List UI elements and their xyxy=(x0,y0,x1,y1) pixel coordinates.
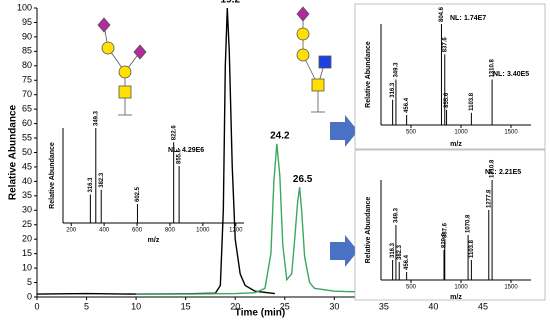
y-tick-label: 65 xyxy=(22,104,32,114)
x-axis-label: m/z xyxy=(450,141,462,148)
y-tick-label: 45 xyxy=(22,161,32,171)
nl-value: 3.40E5 xyxy=(507,71,529,78)
x-tick-label: 5 xyxy=(84,301,89,311)
y-tick-label: 55 xyxy=(22,132,32,142)
trace xyxy=(136,143,484,295)
y-tick-label: 5 xyxy=(27,277,32,287)
x-tick-label: 500 xyxy=(406,130,417,136)
peak-label: 456.4 xyxy=(404,254,410,270)
x-tick-label: 1000 xyxy=(196,228,210,234)
y-tick-label: 25 xyxy=(22,219,32,229)
x-axis-label: Time (min) xyxy=(235,308,285,319)
peak-label: 316.3 xyxy=(88,177,94,193)
peak-label: 1310.8 xyxy=(490,59,496,78)
x-axis-label: m/z xyxy=(450,294,462,301)
y-tick-label: 70 xyxy=(22,89,32,99)
y-tick-label: 0 xyxy=(27,291,32,301)
y-tick-label: 100 xyxy=(17,2,32,12)
y-tick-label: 10 xyxy=(22,262,32,272)
x-tick-label: 1500 xyxy=(504,130,518,136)
glycan-left xyxy=(97,17,147,116)
x-tick-label: 45 xyxy=(478,301,488,311)
y-tick-label: 20 xyxy=(22,234,32,244)
x-tick-label: 400 xyxy=(99,228,110,234)
peak-label: 1310.8 xyxy=(490,159,496,178)
nl-label: NL: xyxy=(485,169,497,176)
chart: 200 400 600 800 1000 1200 Relative Abundance m/… xyxy=(49,110,244,244)
x-tick-label: 40 xyxy=(428,301,438,311)
peak-label: 804.6 xyxy=(439,6,445,22)
peak-label: 24.2 xyxy=(270,130,290,141)
y-tick-label: 85 xyxy=(22,46,32,56)
peak-label: 19.2 xyxy=(221,0,241,6)
x-tick-label: 200 xyxy=(66,228,77,234)
peak-label: 837.6 xyxy=(442,37,448,53)
y-axis-label: Relative Abundance xyxy=(49,142,56,209)
x-tick-label: 20 xyxy=(230,301,240,311)
y-tick-label: 60 xyxy=(22,118,32,128)
x-tick-label: 30 xyxy=(329,301,339,311)
inset-frame xyxy=(354,149,546,301)
peak-label: 349.3 xyxy=(93,110,99,126)
x-tick-label: 500 xyxy=(406,285,417,291)
y-tick-label: 95 xyxy=(22,17,32,27)
glycan-middle xyxy=(296,6,332,113)
nl-label: NL: xyxy=(450,15,462,22)
peak-label: 855.6 xyxy=(444,92,450,108)
peak-label: 349.3 xyxy=(394,207,400,223)
x-tick-label: 10 xyxy=(131,301,141,311)
peak-label: 382.3 xyxy=(397,244,403,260)
y-axis-label: Relative Abundance xyxy=(365,41,372,108)
trace xyxy=(36,7,275,295)
y-tick-label: 15 xyxy=(22,248,32,258)
peak-label: 316.3 xyxy=(390,242,396,258)
y-tick-label: 35 xyxy=(22,190,32,200)
x-tick-label: 15 xyxy=(181,301,191,311)
y-tick-label: 40 xyxy=(22,176,32,186)
nl-value: 1.74E7 xyxy=(464,15,486,22)
x-tick-label: 1500 xyxy=(504,285,518,291)
y-axis-label: Relative Abundance xyxy=(8,104,19,200)
y-axis-label: Relative Abundance xyxy=(365,197,372,264)
peak-label: 822.6 xyxy=(171,125,177,141)
x-tick-label: 600 xyxy=(132,228,143,234)
y-tick-label: 90 xyxy=(22,31,32,41)
x-axis-label: m/z xyxy=(148,237,160,244)
peak-label: 1277.8 xyxy=(486,189,492,208)
x-tick-label: 35 xyxy=(379,301,389,311)
nl-value: 4.29E6 xyxy=(182,147,204,154)
peak-label: 349.3 xyxy=(394,62,400,78)
peak-label: 1103.8 xyxy=(469,92,475,111)
x-tick-label: 0 xyxy=(34,301,39,311)
nl-value: 2.21E5 xyxy=(499,169,521,176)
y-tick-label: 30 xyxy=(22,205,32,215)
peak-label: 1103.8 xyxy=(469,239,475,258)
arrow xyxy=(330,115,358,147)
peak-label: 855.6 xyxy=(177,148,183,164)
chart: 500 1000 1500 Relative Abundance m/z 316.3 349… xyxy=(354,3,546,150)
arrow xyxy=(330,235,358,267)
peak-label: 1070.8 xyxy=(466,214,472,233)
nl-label: NL: xyxy=(168,147,180,154)
y-tick-label: 50 xyxy=(22,147,32,157)
chart: 500 1000 1500 Relative Abundance m/z 316.3 349… xyxy=(354,149,546,301)
peak-label: 602.5 xyxy=(135,186,141,202)
peak-label: 456.4 xyxy=(404,97,410,113)
peak-label: 837.6 xyxy=(442,222,448,238)
x-tick-label: 1000 xyxy=(454,130,468,136)
x-tick-label: 1000 xyxy=(454,285,468,291)
nl-label: NL: xyxy=(493,71,505,78)
peak-label: 316.3 xyxy=(390,82,396,98)
x-tick-label: 1200 xyxy=(229,228,243,234)
x-tick-label: 800 xyxy=(165,228,176,234)
y-tick-label: 75 xyxy=(22,75,32,85)
peak-label: 382.3 xyxy=(99,172,105,188)
peak-label: 26.5 xyxy=(293,174,313,185)
x-tick-label: 25 xyxy=(280,301,290,311)
y-tick-label: 80 xyxy=(22,60,32,70)
